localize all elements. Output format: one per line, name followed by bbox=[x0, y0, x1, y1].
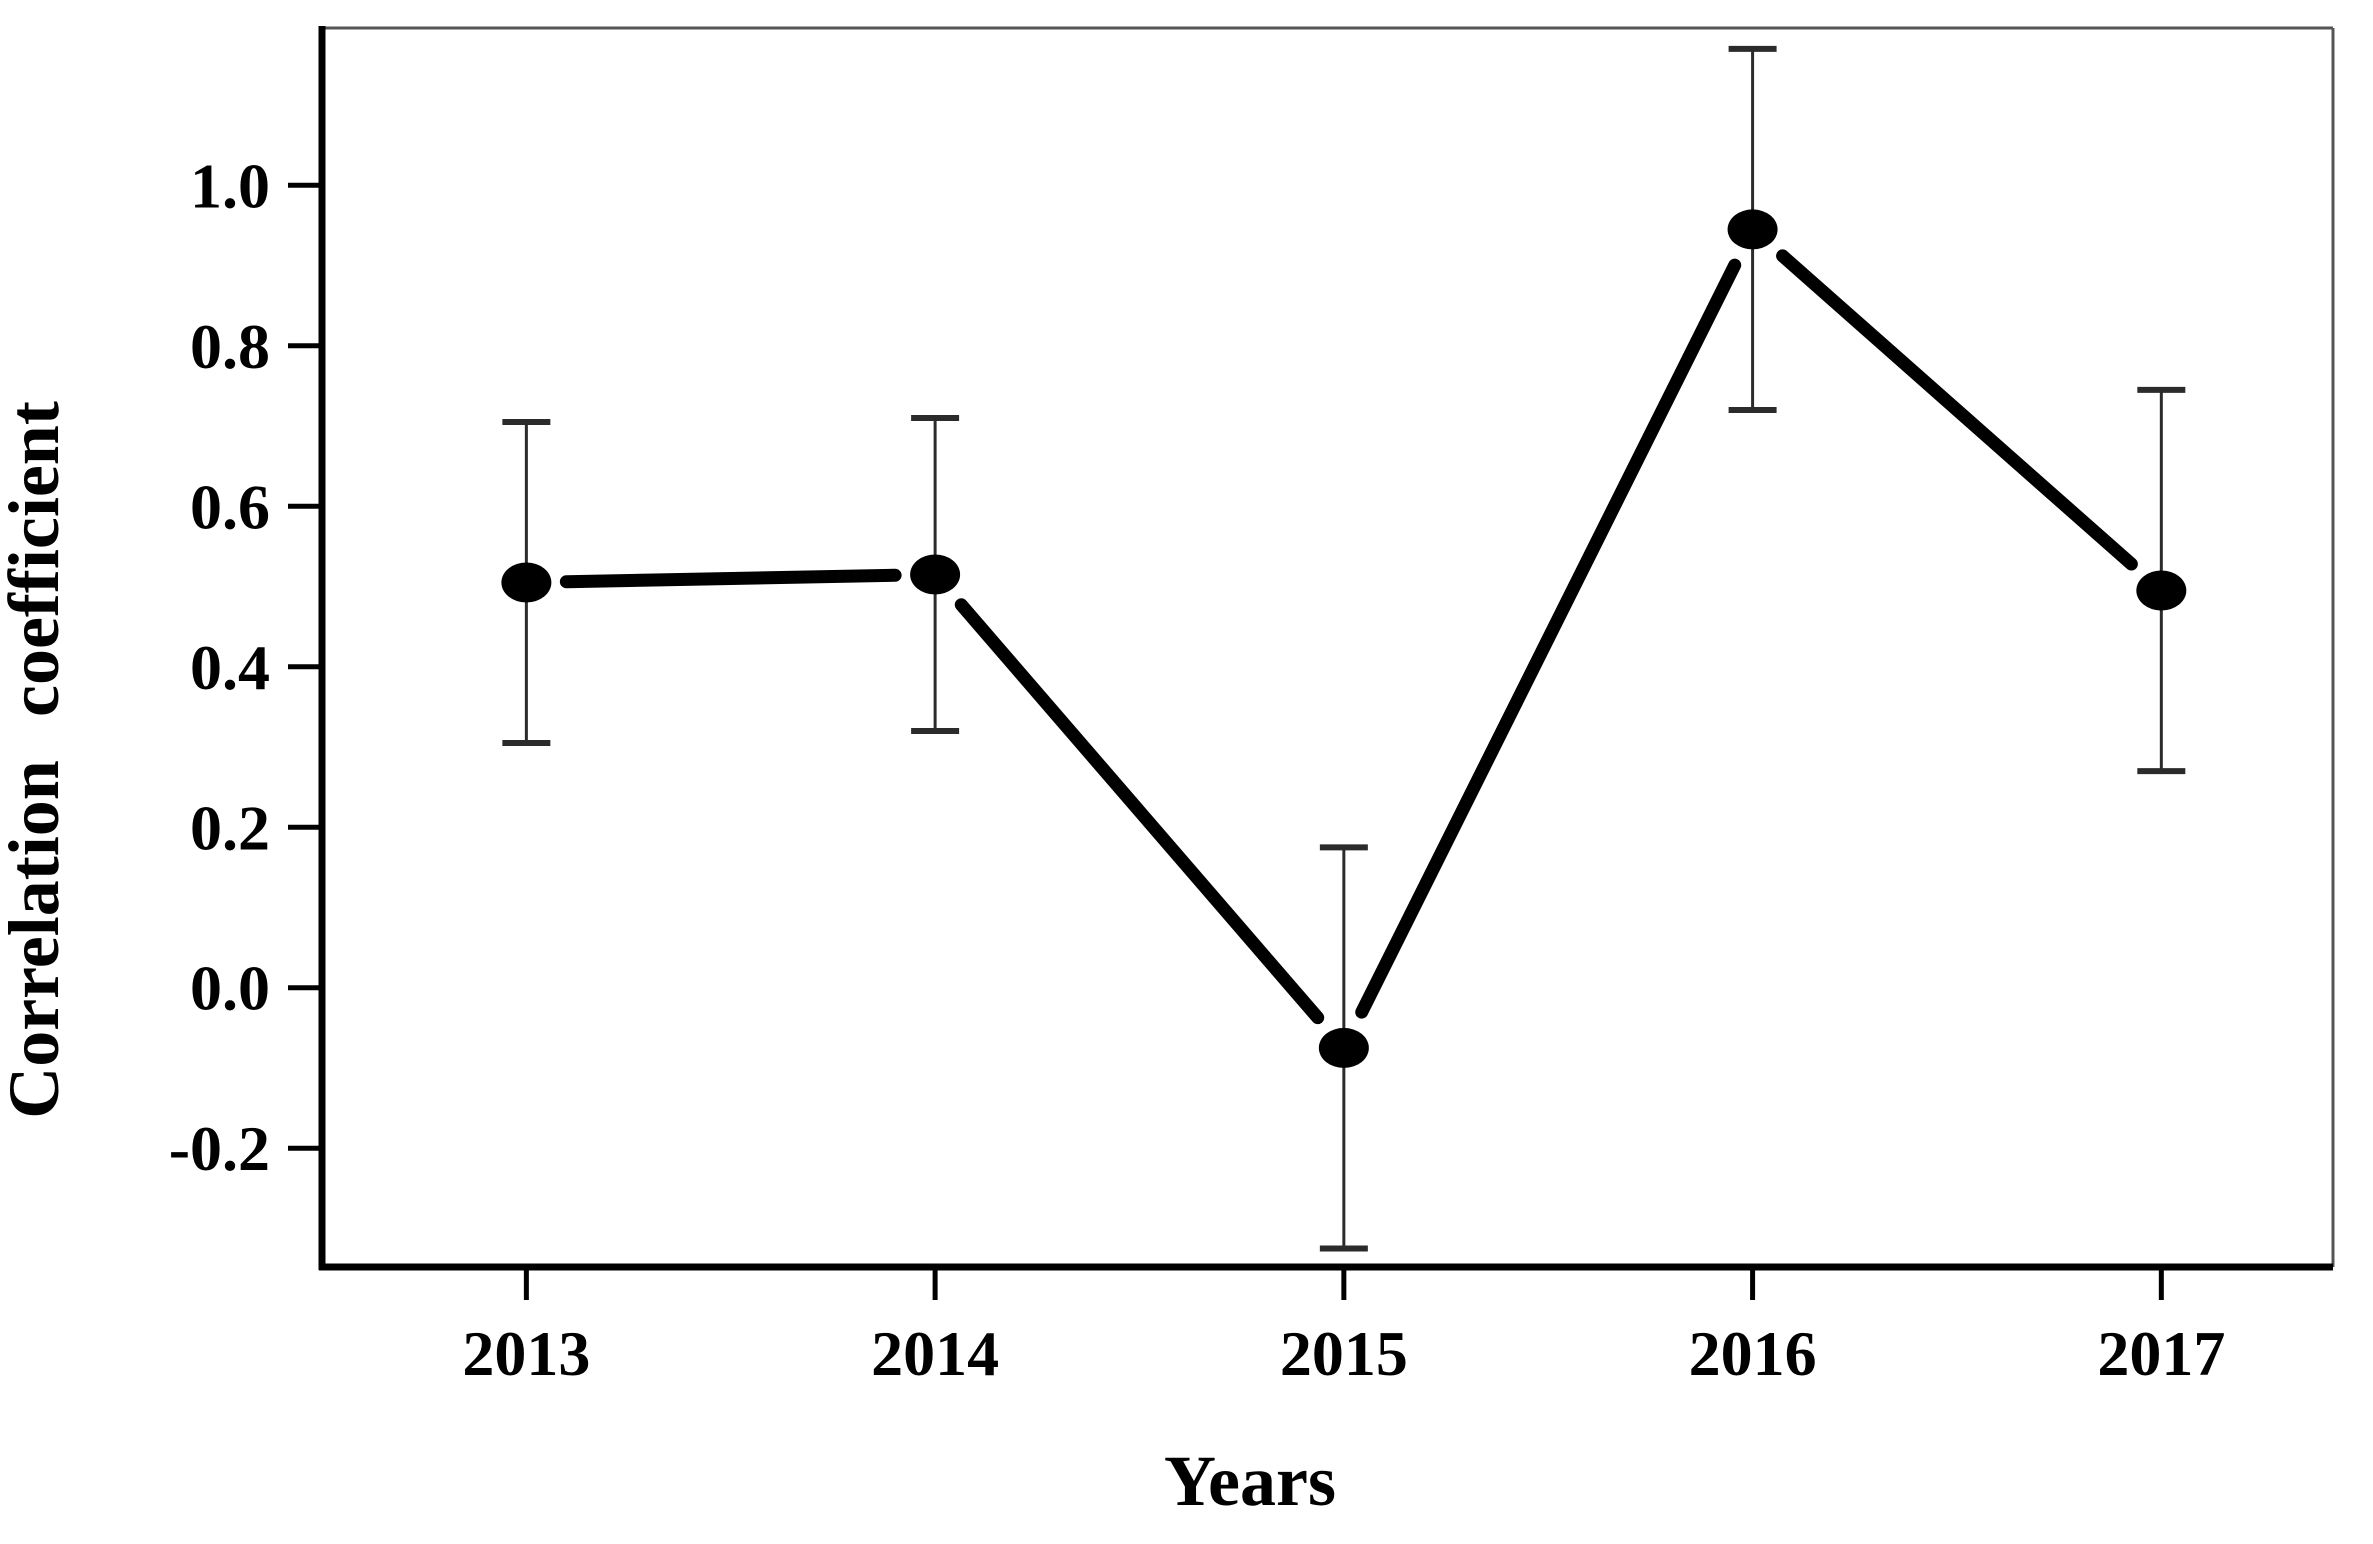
series-line-segment bbox=[559, 568, 902, 589]
data-point-2016 bbox=[1727, 209, 1778, 250]
y-tick-label: 1.0 bbox=[190, 150, 270, 221]
x-axis-tick-labels: 2013 2014 2015 2016 2017 bbox=[462, 1318, 2225, 1389]
error-bars bbox=[502, 45, 2186, 1252]
y-tick-label: 0.8 bbox=[190, 311, 270, 382]
x-axis-ticks bbox=[523, 1267, 2164, 1300]
data-point-2017 bbox=[2136, 570, 2187, 611]
x-tick-label: 2014 bbox=[871, 1318, 999, 1389]
x-tick-label: 2017 bbox=[2097, 1318, 2225, 1389]
x-tick-label: 2015 bbox=[1280, 1318, 1408, 1389]
y-tick-label: 0.2 bbox=[190, 792, 270, 863]
x-tick-label: 2013 bbox=[462, 1318, 590, 1389]
series-line-segment bbox=[954, 598, 1325, 1025]
y-tick-label: 0.4 bbox=[190, 632, 270, 703]
data-point-2014 bbox=[910, 554, 961, 595]
series-line-segment bbox=[1355, 258, 1742, 1019]
y-tick-label: -0.2 bbox=[169, 1113, 270, 1184]
x-tick-label: 2016 bbox=[1689, 1318, 1817, 1389]
data-point-2015 bbox=[1318, 1027, 1369, 1068]
plot-frame bbox=[318, 26, 2335, 1271]
y-axis-ticks bbox=[288, 182, 322, 1151]
data-point-2013 bbox=[501, 562, 552, 603]
data-point-markers bbox=[501, 209, 2187, 1068]
y-tick-label: 0.6 bbox=[190, 471, 270, 542]
series-line-segment bbox=[1776, 249, 2138, 571]
y-axis-tick-labels: 1.0 0.8 0.6 0.4 0.2 0.0 -0.2 bbox=[169, 150, 270, 1184]
y-axis-title: Correlation coefficient bbox=[0, 401, 74, 1119]
y-tick-label: 0.0 bbox=[190, 953, 270, 1024]
x-axis-title: Years bbox=[1164, 1441, 1336, 1521]
series-line bbox=[559, 249, 2138, 1025]
